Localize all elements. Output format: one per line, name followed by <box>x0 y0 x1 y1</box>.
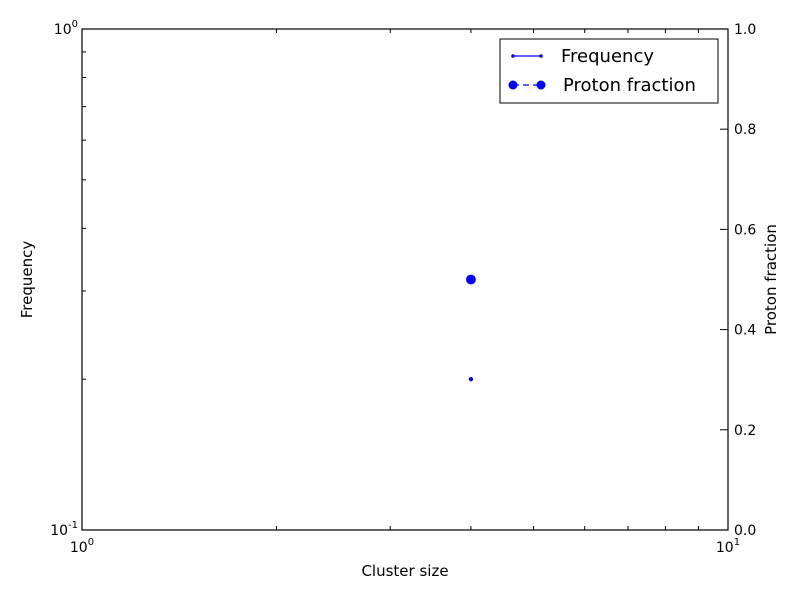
legend-frequency-marker <box>539 54 543 58</box>
legend-frequency-label: Frequency <box>561 46 654 67</box>
y-left-tick-label: 10-1 <box>50 520 78 539</box>
frequency-point <box>468 376 474 382</box>
data-marks <box>466 274 476 382</box>
legend-proton-fraction-label: Proton fraction <box>563 75 696 96</box>
major-ticks <box>81 28 729 531</box>
legend-box <box>499 38 719 104</box>
legend: Frequency Proton fraction <box>499 38 719 104</box>
y-left-tick-label: 100 <box>54 19 78 38</box>
y-right-tick-label: 0.4 <box>734 323 756 339</box>
y-right-tick-label: 0.6 <box>734 222 756 238</box>
proton-fraction-point <box>466 274 476 285</box>
x-tick-label: 100 <box>70 537 94 556</box>
y-right-tick-label: 0.2 <box>734 423 756 439</box>
y-right-tick-label: 0.8 <box>734 122 756 138</box>
legend-proton-fraction-marker <box>508 80 518 90</box>
x-tick-label: 101 <box>716 537 740 556</box>
y-axis-right-title: Proton fraction <box>762 224 780 335</box>
y-right-tick-label: 1.0 <box>734 22 756 38</box>
x-axis-title: Cluster size <box>361 562 448 580</box>
minor-ticks <box>82 29 699 530</box>
legend-proton-fraction-marker <box>536 80 546 90</box>
plot-area <box>81 28 729 531</box>
y-right-tick-label: 0.0 <box>734 523 756 539</box>
legend-frequency-marker <box>511 54 515 58</box>
y-axis-left-title: Frequency <box>18 241 36 319</box>
